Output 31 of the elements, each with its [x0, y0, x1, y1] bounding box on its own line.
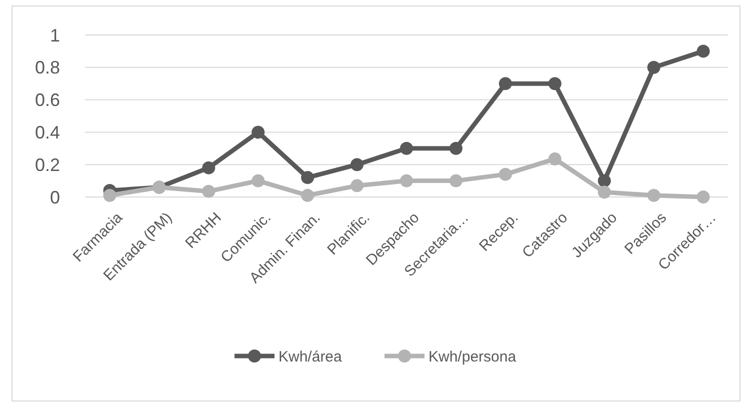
point — [350, 158, 364, 172]
point — [202, 161, 216, 174]
y-tick-label: 1 — [50, 25, 60, 46]
point — [498, 77, 512, 90]
point — [252, 174, 265, 188]
point — [400, 174, 413, 188]
point — [548, 152, 562, 166]
legend-label: Kwh/persona — [428, 348, 517, 366]
y-tick-label: 0.8 — [34, 58, 60, 78]
point — [598, 174, 611, 188]
point — [449, 142, 462, 155]
point — [400, 142, 413, 155]
y-tick-label: 0.2 — [34, 154, 60, 175]
point — [103, 188, 116, 202]
point — [350, 179, 364, 192]
point — [696, 190, 710, 204]
point — [647, 60, 660, 74]
point — [301, 171, 314, 184]
point — [449, 174, 462, 188]
legend-label: Kwh/área — [278, 348, 343, 366]
point — [498, 168, 512, 181]
point — [647, 188, 660, 202]
y-tick-label: 0.6 — [34, 90, 60, 110]
point — [598, 186, 611, 199]
point — [252, 126, 265, 139]
point — [202, 184, 216, 198]
y-tick-label: 0.4 — [34, 122, 60, 142]
point — [301, 188, 314, 202]
point — [548, 77, 562, 90]
point — [696, 44, 710, 58]
y-tick-label: 0 — [50, 187, 60, 208]
